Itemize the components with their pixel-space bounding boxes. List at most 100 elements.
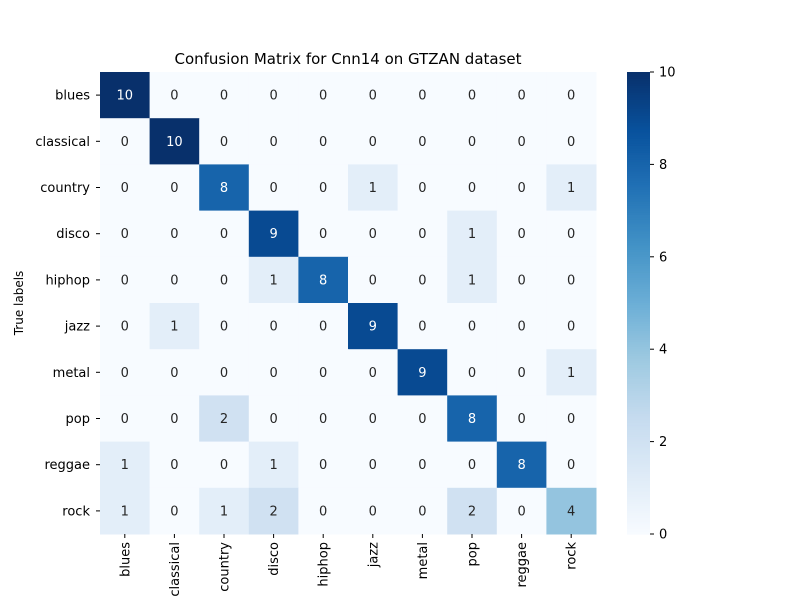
- colorbar-segment: [627, 229, 650, 232]
- cell-value-label: 0: [121, 412, 129, 427]
- heatmap-cell: [546, 118, 597, 165]
- heatmap-cell: [100, 303, 151, 350]
- colorbar-segment: [627, 462, 650, 466]
- colorbar-segment: [627, 333, 650, 336]
- heatmap-cell: [100, 349, 151, 396]
- cell-value-label: 0: [418, 89, 426, 104]
- colorbar-segment: [627, 150, 650, 154]
- colorbar-segment: [627, 376, 650, 380]
- heatmap-cell: [496, 349, 547, 396]
- colorbar-segment: [627, 460, 650, 463]
- row-tick-label: pop: [66, 412, 90, 427]
- column-tick-label: jazz: [366, 542, 381, 568]
- colorbar-segment: [627, 492, 650, 496]
- cell-value-label: 0: [319, 412, 327, 427]
- colorbar-tick-label: 10: [659, 66, 676, 81]
- column-tick-label: blues: [118, 542, 133, 577]
- heatmap-cell: [447, 164, 498, 212]
- heatmap-cell: [298, 395, 349, 443]
- colorbar-segment: [627, 425, 650, 429]
- colorbar-segment: [627, 286, 650, 290]
- colorbar-segment: [627, 189, 650, 193]
- heatmap-cell: [348, 118, 399, 165]
- chart-title: Confusion Matrix for Cnn14 on GTZAN data…: [174, 50, 521, 68]
- heatmap-cell: [298, 164, 349, 212]
- colorbar-segment: [627, 508, 650, 512]
- colorbar-segment: [627, 118, 650, 122]
- heatmap-cell: [397, 303, 448, 350]
- colorbar-segment: [627, 238, 650, 242]
- colorbar-segment: [627, 106, 650, 110]
- colorbar-segment: [627, 173, 650, 177]
- heatmap-cell: [199, 349, 250, 396]
- colorbar-segment: [627, 337, 650, 341]
- heatmap-cell: [248, 349, 299, 396]
- colorbar-segment: [627, 379, 650, 383]
- heatmap-cell: [348, 164, 399, 212]
- cell-value-label: 0: [220, 89, 228, 104]
- row-tick-label: jazz: [64, 320, 90, 335]
- colorbar-segment: [627, 127, 650, 131]
- cell-value-label: 0: [567, 227, 575, 242]
- heatmap-cell: [298, 441, 349, 489]
- cell-value-label: 0: [567, 135, 575, 150]
- cell-value-label: 0: [468, 458, 476, 473]
- colorbar-segment: [627, 95, 650, 99]
- colorbar-segment: [627, 448, 650, 452]
- colorbar-segment: [627, 185, 650, 189]
- cell-value-label: 0: [418, 273, 426, 288]
- colorbar-segment: [627, 259, 650, 263]
- cell-value-label: 0: [517, 227, 525, 242]
- colorbar-segment: [627, 316, 650, 320]
- cell-value-label: 0: [121, 366, 129, 381]
- colorbar-segment: [627, 365, 650, 369]
- cell-value-label: 0: [319, 227, 327, 242]
- cell-value-label: 0: [220, 273, 228, 288]
- column-tick-labels: blues classical country disco hiphop jazz meta…: [118, 534, 580, 597]
- heatmap-cell: [100, 256, 151, 304]
- colorbar-segment: [627, 300, 650, 304]
- column-tick-label: pop: [466, 542, 481, 566]
- heatmap-cell: [100, 72, 151, 119]
- heatmap-cell: [149, 72, 200, 119]
- colorbar-segment: [627, 92, 650, 96]
- colorbar-segment: [627, 314, 650, 318]
- colorbar-segment: [627, 344, 650, 348]
- heatmap-cell: [100, 487, 151, 535]
- colorbar-segment: [627, 406, 650, 410]
- colorbar-segment: [627, 138, 650, 142]
- colorbar-segment: [627, 111, 650, 115]
- colorbar-segment: [627, 353, 650, 357]
- colorbar-segment: [627, 303, 650, 306]
- colorbar-tick-label: 8: [659, 158, 667, 173]
- heatmap-cell: [248, 303, 299, 350]
- heatmap-cell: [199, 164, 250, 212]
- colorbar-tick-label: 4: [659, 343, 667, 358]
- heatmap-cell: [397, 210, 448, 258]
- cell-value-label: 0: [567, 320, 575, 335]
- colorbar-segment: [627, 99, 650, 103]
- row-tick-labels: blues classical country disco hiphop jazz meta…: [35, 89, 100, 519]
- heatmap-cell: [496, 441, 547, 489]
- colorbar-segment: [627, 339, 650, 343]
- cell-value-label: 0: [220, 135, 228, 150]
- heatmap-cell: [298, 349, 349, 396]
- colorbar-segment: [627, 212, 650, 216]
- row-tick-label: reggae: [44, 458, 90, 473]
- cell-value-label: 0: [369, 135, 377, 150]
- cell-value-label: 0: [468, 181, 476, 196]
- colorbar-segment: [627, 369, 650, 373]
- colorbar-segment: [627, 367, 650, 371]
- cell-value-label: 4: [567, 504, 575, 519]
- heatmap-cell: [100, 395, 151, 443]
- heatmap-cell: [149, 303, 200, 350]
- colorbar-segment: [627, 390, 650, 394]
- colorbar-segment: [627, 411, 650, 415]
- cell-value-label: 8: [220, 181, 228, 196]
- colorbar-segment: [627, 471, 650, 475]
- colorbar-segment: [627, 404, 650, 408]
- colorbar-segment: [627, 219, 650, 223]
- heatmap-cell: [397, 72, 448, 119]
- colorbar-segment: [627, 358, 650, 362]
